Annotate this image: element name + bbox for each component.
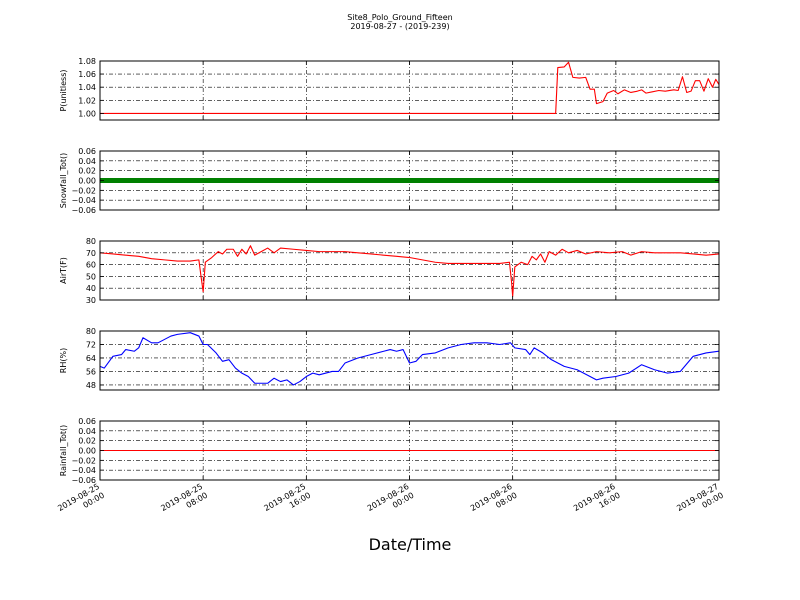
panel-1-ytick-label-0: 1.00	[78, 109, 96, 118]
chart-subtitle: 2019-08-27 - (2019-239)	[350, 22, 449, 31]
panel-4-ytick-label-3: 72	[86, 340, 96, 349]
panel-5-ytick-label-4: 0.02	[78, 437, 96, 446]
panel-5-ytick-label-2: −0.02	[71, 456, 96, 465]
panel-1-ytick-label-1: 1.02	[78, 96, 96, 105]
panel-1-series	[100, 61, 720, 114]
panel-3-series	[99, 245, 720, 298]
panel-4-ytick-label-1: 56	[86, 367, 96, 376]
panel-1: 1.00 1.02 1.04 1.06 1.08 P(unitless)	[59, 57, 720, 121]
chart-title: Site8_Polo_Ground_Fifteen	[347, 13, 452, 22]
panel-2-ytick-label-5: 0.04	[78, 157, 96, 166]
panel-3-ytick-label-0: 30	[86, 296, 96, 305]
panel-2: −0.06−0.04−0.020.000.020.040.06 Snowfall_…	[59, 147, 720, 215]
panel-4-ylabel: RH(%)	[59, 348, 68, 373]
panel-3-ytick-label-3: 60	[86, 261, 96, 270]
panel-1-ytick-label-4: 1.08	[78, 57, 96, 66]
panel-5-ytick-label-3: 0.00	[78, 447, 96, 456]
panel-5-ytick-label-6: 0.06	[78, 417, 96, 426]
panel-3-ytick-label-1: 40	[86, 284, 96, 293]
panel-2-ytick-label-2: −0.02	[71, 186, 96, 195]
panel-4-ytick-label-4: 80	[86, 327, 96, 336]
panel-5-ytick-label-1: −0.04	[71, 466, 96, 475]
panel-2-ytick-label-3: 0.00	[78, 177, 96, 186]
panel-1-ytick-label-3: 1.06	[78, 70, 96, 79]
panel-3-ytick-label-2: 50	[86, 272, 96, 281]
panel-2-ytick-label-1: −0.04	[71, 196, 96, 205]
panel-2-ytick-label-0: −0.06	[71, 206, 96, 215]
panel-4-ytick-label-0: 48	[86, 381, 96, 390]
panel-5-ytick-label-0: −0.06	[71, 476, 96, 485]
panel-4-series	[99, 332, 720, 386]
panel-2-ytick-label-6: 0.06	[78, 147, 96, 156]
panel-4: 48 56 64 72 80 RH(%)	[59, 327, 720, 391]
panel-1-ytick-label-2: 1.04	[78, 83, 96, 92]
panel-5-ylabel: Rainfall_Tot()	[59, 425, 68, 477]
x-axis-label: Date/Time	[369, 535, 452, 554]
panel-3-ylabel: AirT(F)	[59, 257, 68, 284]
panel-1-ylabel: P(unitless)	[59, 69, 68, 111]
panel-3-ytick-label-5: 80	[86, 237, 96, 246]
panels: 1.001.021.041.061.08P(unitless)−0.06−0.0…	[59, 57, 720, 485]
panel-2-ylabel: Snowfall_Tot()	[59, 153, 68, 209]
panel-4-ytick-label-2: 64	[86, 354, 96, 363]
panel-5: −0.06−0.04−0.020.000.020.040.06 Rainfall_…	[59, 417, 720, 485]
panel-3-ytick-label-4: 70	[86, 249, 96, 258]
panel-5-ytick-label-5: 0.04	[78, 427, 96, 436]
panel-3: 30 40 50 60 70 80 AirT(F)	[59, 237, 720, 305]
panel-2-ytick-label-4: 0.02	[78, 167, 96, 176]
